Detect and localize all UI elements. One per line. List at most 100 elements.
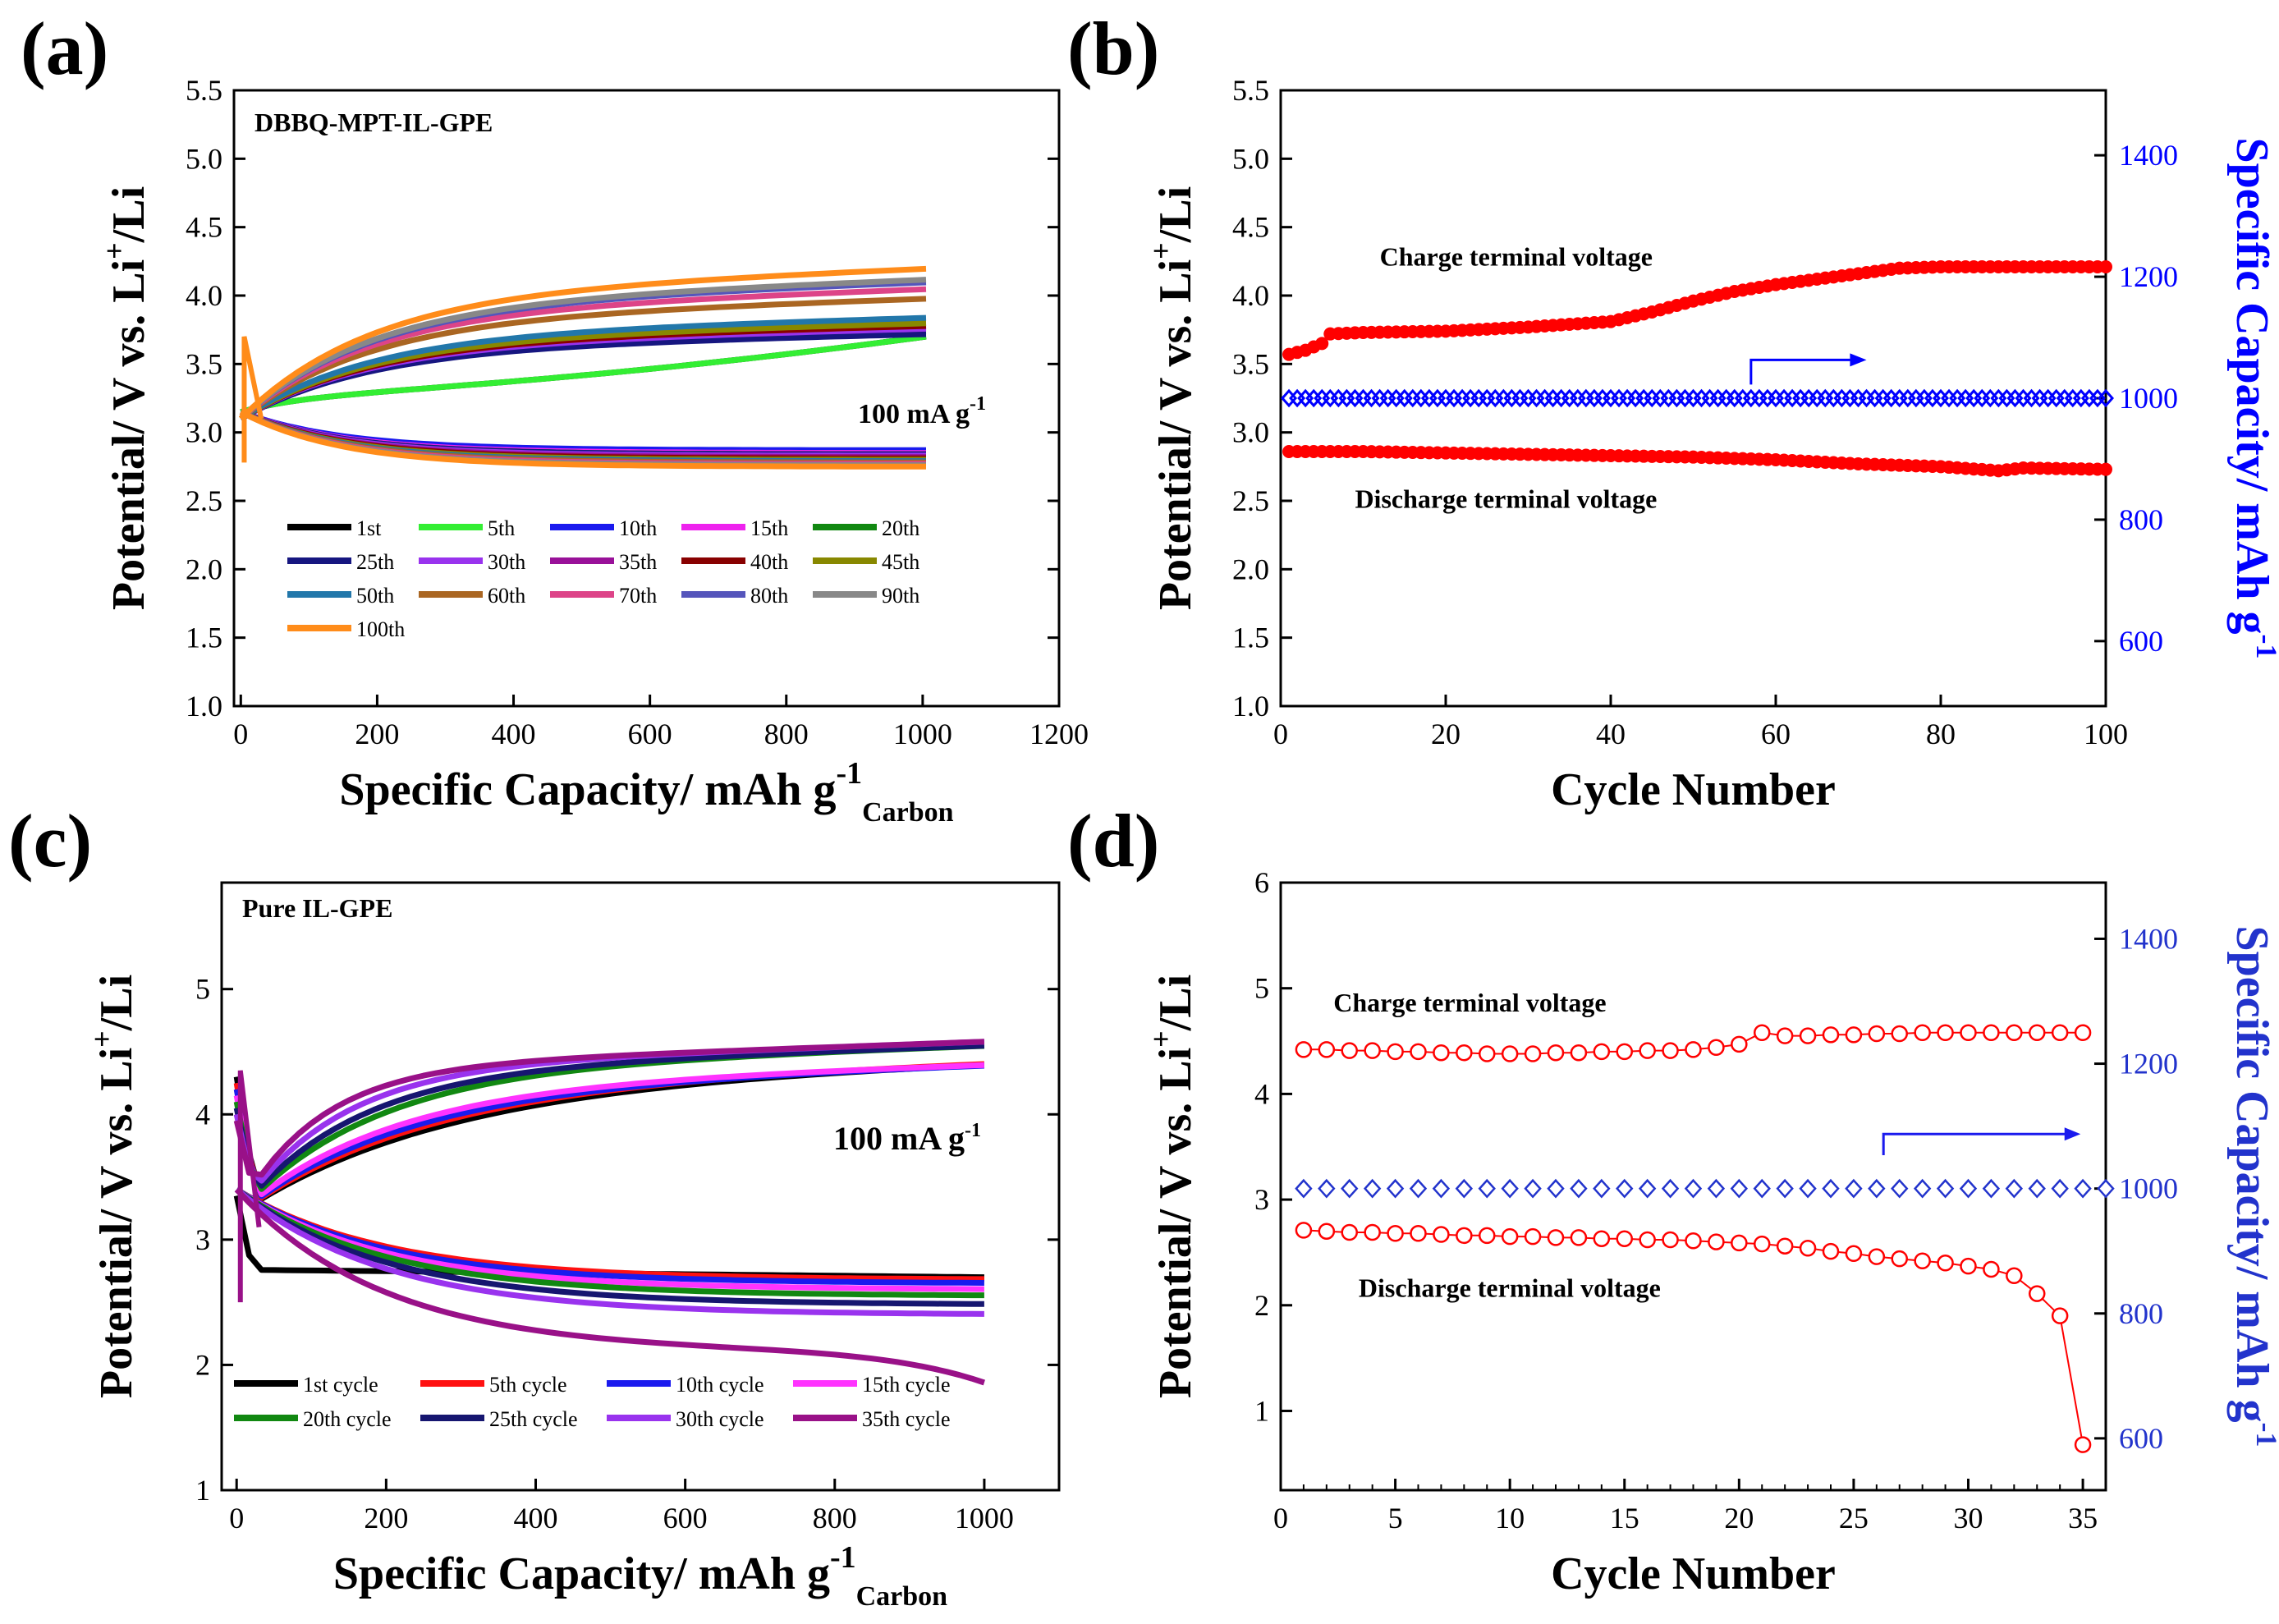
capacity-point	[1446, 388, 1463, 408]
capacity-point	[1858, 388, 1875, 408]
capacity-point	[1479, 388, 1496, 408]
y-tick-label: 4.0	[1232, 279, 1269, 312]
capacity-point	[1784, 388, 1801, 408]
capacity-point	[1386, 1178, 1405, 1199]
charge-point	[1318, 1041, 1336, 1058]
plot-frame	[220, 881, 1061, 1492]
charge-point	[2051, 1024, 2069, 1041]
capacity-point	[1611, 388, 1628, 408]
capacity-point	[1577, 388, 1594, 408]
charge-point	[1341, 1042, 1358, 1059]
capacity-point	[1318, 1178, 1336, 1199]
y2-tick-label: 600	[2119, 625, 2163, 658]
capacity-point	[1660, 388, 1677, 408]
y-tick-label: 5.0	[1232, 142, 1269, 175]
capacity-point	[1833, 388, 1850, 408]
initial-spike	[241, 336, 264, 463]
legend-label: 15th	[750, 516, 788, 540]
capacity-point	[1520, 388, 1537, 408]
y-tick-label: 2	[195, 1348, 210, 1381]
y2-axis-label: Specific Capacity/ mAh g-1	[2226, 137, 2279, 658]
charge-point	[1524, 1045, 1542, 1062]
x-tick-label: 0	[1273, 718, 1288, 750]
charge-point	[1501, 1045, 1519, 1062]
capacity-point	[2072, 388, 2089, 408]
charge-curve	[240, 333, 927, 415]
panel-label: (c)	[8, 799, 92, 883]
capacity-point	[1487, 388, 1504, 408]
x-tick-label: 60	[1761, 718, 1791, 750]
capacity-point	[1676, 388, 1694, 408]
y-axis-label: Potential/ V vs. Li+/Li	[1144, 975, 1201, 1398]
discharge-point	[1754, 1235, 1771, 1253]
capacity-point	[2039, 388, 2057, 408]
y-tick-label: 4	[195, 1098, 210, 1131]
capacity-point	[1882, 388, 1900, 408]
capacity-point	[1792, 388, 1809, 408]
capacity-point	[1297, 388, 1314, 408]
capacity-point	[1528, 388, 1545, 408]
discharge-point	[1364, 1223, 1381, 1241]
capacity-point	[1965, 388, 1983, 408]
charge-point	[1295, 1041, 1313, 1058]
x-axis-label: Specific Capacity/ mAh g-1Carbon	[339, 756, 953, 828]
capacity-point	[1371, 388, 1388, 408]
y-tick-label: 5.5	[1232, 74, 1269, 107]
discharge-point	[1479, 1227, 1496, 1245]
discharge-point	[1983, 1260, 2000, 1278]
capacity-point	[1701, 388, 1718, 408]
capacity-point	[1314, 388, 1331, 408]
capacity-point	[1913, 1178, 1932, 1199]
capacity-point	[1817, 388, 1834, 408]
plot-frame	[1279, 89, 2107, 708]
capacity-point	[1891, 388, 1908, 408]
charge-curve	[233, 1062, 985, 1198]
charge-point	[1616, 1043, 1633, 1061]
capacity-point	[1355, 388, 1372, 408]
y2-tick-label: 1400	[2119, 922, 2178, 955]
legend-label: 10th cycle	[676, 1373, 764, 1397]
capacity-point	[1668, 388, 1685, 408]
capacity-point	[1974, 388, 1991, 408]
capacity-point	[2028, 1178, 2046, 1199]
discharge-curve	[235, 1187, 984, 1317]
capacity-point	[1825, 388, 1842, 408]
x-tick-label: 80	[1926, 718, 1956, 750]
x-tick-label: 600	[663, 1502, 708, 1535]
panel-b: 0 20 40 60 80 100 1.0 1.5 2.0 2.5 3.0 3.5 4.0 4.5 5.0 5…	[1067, 7, 2279, 815]
discharge-curve	[234, 1187, 985, 1386]
legend-label: 1st	[356, 516, 382, 540]
capacity-point	[1767, 388, 1785, 408]
capacity-point	[1462, 388, 1479, 408]
charge-point	[2099, 260, 2112, 273]
capacity-point	[1685, 388, 1702, 408]
capacity-point	[1753, 1178, 1771, 1199]
legend-label: 80th	[750, 584, 788, 608]
discharge-point	[1547, 1229, 1565, 1246]
legend-label: 30th cycle	[676, 1407, 764, 1431]
legend-label: 35th cycle	[862, 1407, 951, 1431]
charge-point	[2029, 1024, 2046, 1041]
x-tick-label: 600	[628, 718, 672, 750]
discharge-point	[1891, 1250, 1908, 1268]
y2-tick-label: 1400	[2119, 139, 2178, 172]
capacity-point	[2051, 1178, 2069, 1199]
capacity-point	[1501, 1178, 1519, 1199]
y-tick-label: 1	[1254, 1394, 1269, 1427]
capacity-point	[1638, 1178, 1657, 1199]
legend-label: 15th cycle	[862, 1373, 951, 1397]
panel-c: 0 200 400 600 800 1000 1 2 3 4 5 Specific Capacity/…	[8, 799, 1061, 1612]
discharge-label: Discharge terminal voltage	[1355, 484, 1657, 513]
discharge-point	[1524, 1227, 1542, 1246]
capacity-point	[1750, 388, 1768, 408]
discharge-point	[1501, 1227, 1519, 1246]
capacity-point	[1503, 388, 1520, 408]
y-axis-label: Potential/ V vs. Li+/Li	[98, 186, 154, 610]
charge-curve	[239, 286, 927, 421]
capacity-point	[1289, 388, 1306, 408]
charge-point	[1387, 1043, 1404, 1061]
charge-curve	[233, 1043, 985, 1189]
y-tick-label: 4	[1254, 1077, 1269, 1110]
charge-curve	[239, 314, 927, 421]
charge-point	[1364, 1042, 1381, 1059]
